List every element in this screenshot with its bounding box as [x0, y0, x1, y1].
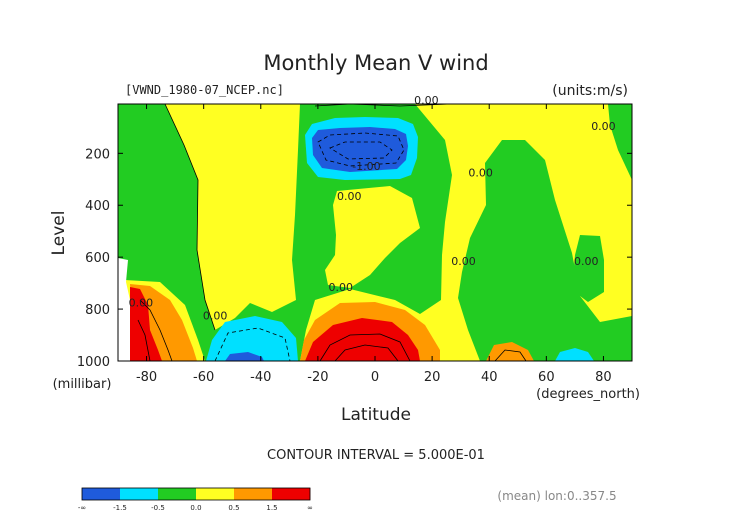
colorbar-label-3: 0.0 [190, 504, 201, 512]
y-axis-ticks: 200 400 600 800 1000 [77, 147, 632, 370]
colorbar-label-1: -1.5 [113, 504, 127, 512]
x-tick-label-0: -80 [136, 370, 157, 385]
field-yellow-small-patch [262, 152, 280, 185]
colorbar-swatch-8 [234, 488, 254, 500]
y-tick-label-0: 200 [85, 147, 110, 162]
x-tick-label-4: 0 [371, 370, 379, 385]
x-axis-ticks: -80 -60 -40 -20 0 20 40 60 80 [136, 104, 612, 385]
contour-line-orange-east [494, 349, 527, 362]
contour-line-west-edge [164, 103, 216, 331]
field-green-east-pocket [572, 235, 604, 302]
colorbar-label-5: 1.5 [266, 504, 277, 512]
field-cyan-east [555, 348, 594, 361]
field-green-east-edge [608, 104, 632, 180]
contour-line-jet-dash-1 [317, 132, 405, 167]
x-tick-label-6: 40 [481, 370, 498, 385]
contour-label-5: 0.00 [451, 255, 476, 268]
contour-line-red-polar-1 [139, 299, 173, 362]
colorbar-label-4: 0.5 [228, 504, 239, 512]
contour-line-red-center-2 [334, 344, 399, 362]
colorbar: -∞ -1.5 -0.5 0.0 0.5 1.5 ∞ [78, 487, 313, 512]
contour-label-4: 0.00 [337, 190, 362, 203]
units-label: (units:m/s) [552, 83, 628, 99]
field-blue-jet [312, 127, 408, 172]
contour-label-6: 0.00 [574, 255, 599, 268]
field-cyan-south [206, 316, 298, 361]
contour-label-7: 0.00 [328, 281, 353, 294]
colorbar-swatch-3 [139, 488, 159, 500]
y-tick-label-4: 1000 [77, 355, 110, 370]
colorbar-swatch-6 [196, 488, 216, 500]
x-tick-label-1: -60 [193, 370, 214, 385]
source-label: [VWND_1980-07_NCEP.nc] [125, 83, 284, 97]
field-red-polar [130, 287, 162, 361]
y-axis-units: (millibar) [53, 377, 112, 392]
x-tick-label-7: 60 [538, 370, 555, 385]
colorbar-swatch-5 [177, 488, 197, 500]
contour-interval-text: CONTOUR INTERVAL = 5.000E-01 [267, 448, 485, 463]
colorbar-swatch-0 [82, 488, 102, 500]
colorbar-swatch-1 [101, 488, 121, 500]
colorbar-swatch-7 [215, 488, 235, 500]
contour-label-3: -1.00 [352, 160, 380, 173]
contour-label-0: 0.00 [414, 94, 439, 107]
colorbar-swatch-9 [253, 488, 273, 500]
contour-fill-regions [118, 104, 632, 361]
field-yellow-center [325, 186, 420, 288]
colorbar-label-2: -0.5 [151, 504, 165, 512]
contour-line-red-center-1 [319, 333, 411, 362]
y-axis-label: Level [49, 211, 69, 256]
field-white-polar-mask [118, 258, 130, 361]
colorbar-swatch-4 [158, 488, 178, 500]
colorbar-swatch-10 [272, 488, 292, 500]
contour-line-jet-dash-2 [329, 141, 393, 160]
colorbar-swatch-2 [120, 488, 140, 500]
footer-text: (mean) lon:0..357.5 [497, 489, 616, 503]
x-axis-units: (degrees_north) [536, 387, 640, 402]
colorbar-swatch-11 [291, 488, 311, 500]
contour-label-9: 0.00 [129, 296, 154, 309]
contour-label-8: 0.00 [203, 309, 228, 322]
colorbar-label-0: -∞ [78, 504, 86, 512]
colorbar-label-6: ∞ [307, 504, 313, 512]
contour-line-red-polar-2 [137, 319, 151, 362]
field-red-center [305, 318, 420, 361]
x-tick-label-5: 20 [424, 370, 441, 385]
field-blue-south [225, 352, 264, 361]
contour-label-1: 0.00 [591, 120, 616, 133]
y-tick-label-2: 600 [85, 251, 110, 266]
field-yellow-east [300, 104, 632, 361]
colorbar-frame [81, 487, 311, 501]
y-tick-label-1: 400 [85, 199, 110, 214]
chart-title: Monthly Mean V wind [263, 51, 488, 75]
x-tick-label-3: -20 [307, 370, 328, 385]
contour-label-2: 0.00 [468, 167, 493, 180]
x-tick-label-8: 80 [595, 370, 612, 385]
x-tick-label-2: -40 [250, 370, 271, 385]
x-axis-label: Latitude [341, 405, 411, 425]
y-tick-label-3: 800 [85, 303, 110, 318]
field-orange-east [486, 342, 534, 361]
